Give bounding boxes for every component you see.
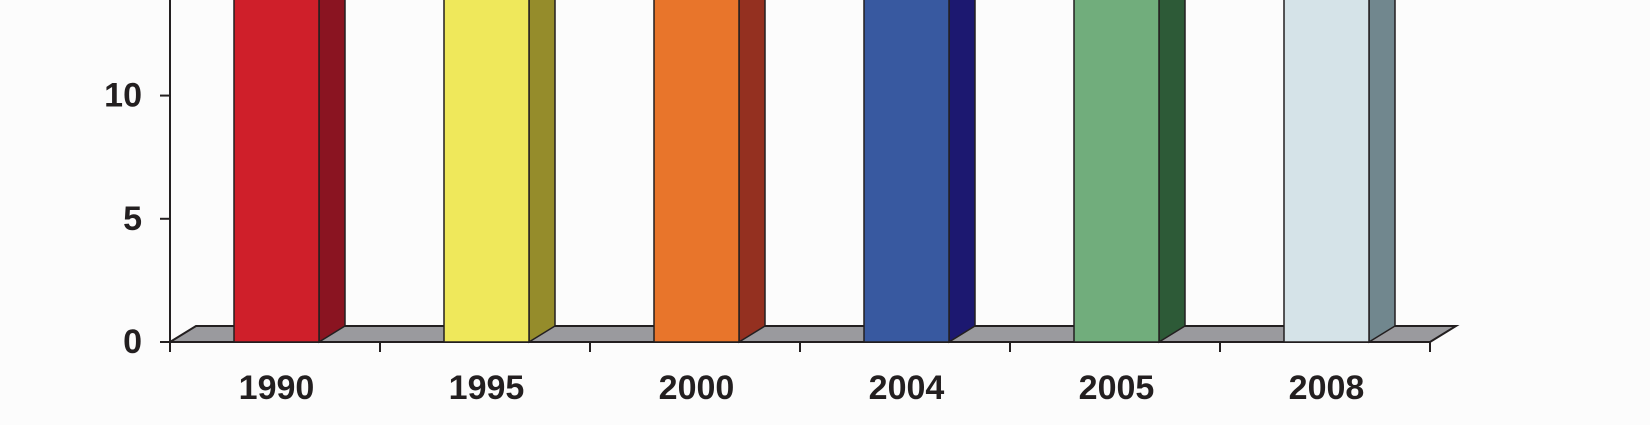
bar-side (738, 0, 766, 344)
bar-side (528, 0, 556, 344)
x-tick-label: 1995 (449, 369, 525, 407)
bar (1073, 0, 1160, 343)
x-tick-label: 1990 (239, 369, 315, 407)
x-tick-label: 2004 (869, 369, 945, 407)
bar (653, 0, 740, 343)
y-tick-label: 10 (104, 77, 142, 115)
bar (863, 0, 950, 343)
x-tick-label: 2008 (1289, 369, 1365, 407)
x-tick-label: 2000 (659, 369, 735, 407)
bar-side (318, 0, 346, 344)
bar-side (948, 0, 976, 344)
bar-side (1158, 0, 1186, 344)
y-tick-label: 0 (123, 323, 142, 361)
bar (443, 0, 530, 343)
bar-side (1368, 0, 1396, 344)
y-tick-label: 5 (123, 200, 142, 238)
floor (166, 325, 1460, 343)
bar (233, 0, 320, 343)
x-tick-label: 2005 (1079, 369, 1155, 407)
bar (1283, 0, 1370, 343)
